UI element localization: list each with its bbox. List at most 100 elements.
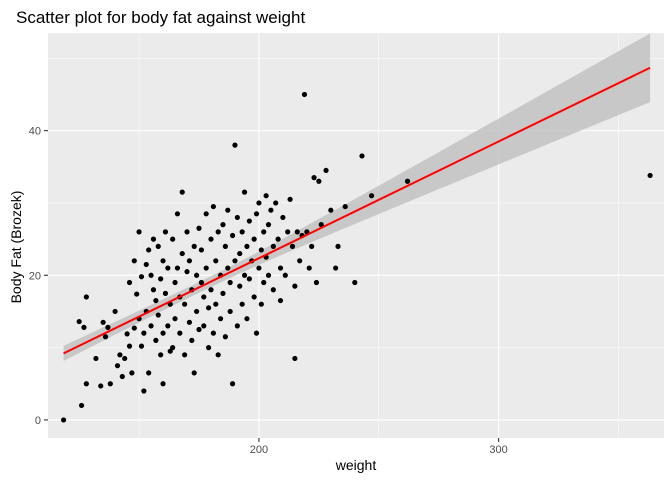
data-point <box>131 258 137 264</box>
data-point <box>273 200 279 206</box>
data-point <box>287 196 293 202</box>
data-point <box>162 229 169 235</box>
data-point <box>146 247 152 253</box>
data-point <box>60 417 67 423</box>
data-point <box>194 308 200 315</box>
x-axis-title: weight <box>335 457 377 473</box>
data-point <box>155 312 161 318</box>
y-axis-ticks: 0 20 40 <box>29 126 48 427</box>
data-point <box>258 247 264 253</box>
data-point <box>294 229 300 235</box>
data-point <box>239 229 245 235</box>
data-point <box>316 178 322 184</box>
data-point <box>246 218 252 224</box>
x-axis-ticks: 200 300 <box>250 438 508 456</box>
data-point <box>98 383 104 389</box>
data-point <box>203 265 209 271</box>
y-tick-label: 20 <box>29 270 41 282</box>
data-point <box>352 279 358 286</box>
data-point <box>275 236 281 242</box>
data-point <box>210 203 216 210</box>
data-point <box>160 381 166 387</box>
data-point <box>141 388 147 394</box>
regression-line <box>63 66 651 355</box>
data-point <box>153 297 159 304</box>
x-tick-label: 300 <box>489 444 507 456</box>
data-point <box>213 301 219 307</box>
fit-line-layer <box>63 66 651 355</box>
data-point <box>333 265 339 271</box>
data-point <box>205 305 212 311</box>
data-point <box>131 325 137 331</box>
data-point <box>191 243 197 249</box>
data-point <box>210 330 216 336</box>
data-point <box>270 287 276 293</box>
data-point <box>261 229 267 235</box>
data-point <box>143 261 149 268</box>
data-point <box>117 352 123 358</box>
data-point <box>155 243 161 249</box>
data-point <box>318 222 324 228</box>
data-point <box>198 279 204 286</box>
data-point <box>229 381 236 387</box>
data-point <box>134 291 140 297</box>
data-point <box>170 236 176 242</box>
data-point <box>213 258 219 264</box>
data-point <box>323 167 329 174</box>
data-point <box>148 272 154 278</box>
data-point <box>342 203 348 210</box>
data-point <box>102 334 109 340</box>
confidence-band <box>63 33 651 361</box>
data-point <box>261 279 267 286</box>
data-point <box>114 363 121 369</box>
data-point <box>119 373 125 380</box>
data-point <box>647 172 653 179</box>
data-point <box>126 343 133 349</box>
data-point <box>138 274 145 280</box>
data-point <box>150 236 157 242</box>
data-point <box>196 326 202 333</box>
data-point <box>251 236 257 242</box>
data-point <box>191 370 197 376</box>
data-point <box>237 283 243 289</box>
data-point <box>76 318 82 325</box>
confidence-band-layer <box>63 33 651 361</box>
data-point <box>179 189 185 195</box>
data-point <box>158 276 164 282</box>
data-point <box>179 250 185 257</box>
data-point <box>205 345 212 351</box>
minor-gridlines <box>48 33 664 438</box>
data-point <box>160 330 166 336</box>
y-axis-title: Body Fat (Brozek) <box>8 191 24 304</box>
data-point <box>158 352 164 358</box>
data-point <box>150 287 157 293</box>
data-point <box>83 381 89 387</box>
major-gridlines <box>48 33 664 438</box>
y-tick-label: 40 <box>29 126 41 138</box>
data-point <box>201 323 207 329</box>
data-point <box>292 283 298 289</box>
data-point <box>282 272 288 278</box>
data-point <box>280 214 286 221</box>
data-point <box>162 290 169 296</box>
data-point <box>105 324 111 330</box>
data-point <box>217 316 224 322</box>
data-point <box>222 243 228 249</box>
data-point <box>404 178 411 184</box>
chart-title: Scatter plot for body fat against weight <box>16 8 305 27</box>
data-point <box>359 153 365 159</box>
data-point <box>251 294 257 300</box>
data-point <box>268 207 274 213</box>
data-point <box>239 301 245 307</box>
data-point <box>220 290 226 296</box>
data-point <box>189 337 195 343</box>
data-point <box>194 272 200 278</box>
data-point <box>265 272 272 278</box>
data-point <box>148 323 154 329</box>
data-point <box>368 193 375 199</box>
data-point <box>225 265 231 271</box>
data-point <box>201 294 207 300</box>
data-point <box>277 265 284 271</box>
data-point <box>292 355 298 362</box>
data-point <box>136 229 142 235</box>
